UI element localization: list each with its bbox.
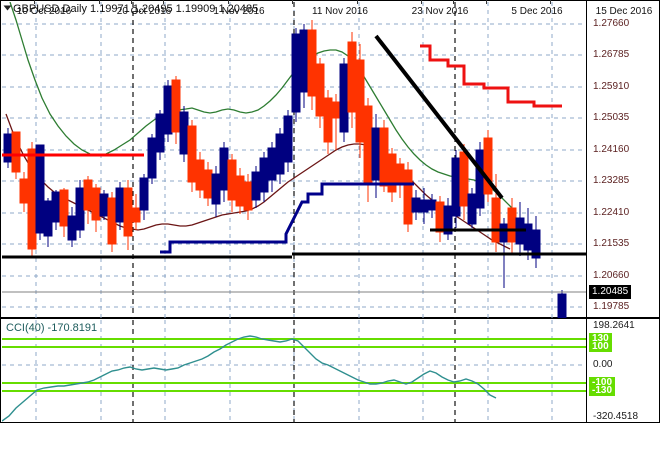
date-label-2: 1 Nov 2016 bbox=[213, 6, 265, 17]
date-tick bbox=[34, 0, 35, 4]
date-label-1: 20 Oct 2016 bbox=[116, 6, 172, 17]
current-price-tag: 1.20485 bbox=[589, 285, 632, 299]
date-tick bbox=[99, 0, 100, 4]
indicator-plot-area[interactable] bbox=[2, 320, 586, 423]
indicator-gridlines bbox=[2, 320, 586, 423]
date-axis: 10 Oct 2016 20 Oct 2016 1 Nov 2016 11 No… bbox=[0, 0, 660, 27]
date-label-5: 5 Dec 2016 bbox=[511, 6, 563, 17]
indicator-date-separators bbox=[132, 320, 456, 423]
symbol-header: GBPUSD,Daily 1.19971 1.20495 1.19909 1.2… bbox=[3, 3, 259, 15]
downtrend-line bbox=[374, 34, 504, 200]
cci-level-badge-100: 100 bbox=[589, 341, 612, 352]
chevron-down-icon[interactable] bbox=[3, 5, 12, 11]
date-tick bbox=[357, 0, 358, 4]
cci-level-badge-130: 130 bbox=[589, 333, 612, 344]
date-tick bbox=[421, 0, 422, 4]
price-panel: 1.27660 1.26785 1.25910 1.25035 1.24160 … bbox=[0, 0, 660, 318]
cci-tick-bottom: -320.4518 bbox=[593, 411, 639, 422]
date-label-0: 10 Oct 2016 bbox=[16, 6, 72, 17]
date-label-6: 15 Dec 2016 bbox=[595, 6, 653, 17]
price-tick-0: 1.27660 bbox=[593, 18, 630, 29]
price-plot-area[interactable] bbox=[2, 2, 586, 318]
price-tick-7: 1.21535 bbox=[593, 238, 630, 249]
date-label-3: 11 Nov 2016 bbox=[312, 6, 368, 17]
date-tick bbox=[486, 0, 487, 4]
symbol-header-text: GBPUSD,Daily 1.19971 1.20495 1.19909 1.2… bbox=[13, 3, 259, 15]
date-tick bbox=[163, 0, 164, 4]
indicator-axis: 198.2641 0.00 -320.4518 130 100 -100 -13… bbox=[586, 319, 660, 422]
support-step-line bbox=[160, 182, 414, 254]
price-axis: 1.27660 1.26785 1.25910 1.25035 1.24160 … bbox=[586, 1, 660, 317]
date-tick bbox=[292, 0, 293, 4]
price-tick-1: 1.26785 bbox=[593, 49, 630, 60]
cci-chart-svg bbox=[2, 320, 586, 423]
candlestick-series bbox=[3, 20, 567, 318]
price-tick-6: 1.22410 bbox=[593, 207, 630, 218]
resistance-step-line bbox=[420, 44, 562, 108]
price-tick-5: 1.23285 bbox=[593, 175, 630, 186]
date-tick bbox=[453, 0, 454, 4]
cci-tick-zero: 0.00 bbox=[593, 359, 613, 370]
price-tick-8: 1.20660 bbox=[593, 270, 630, 281]
date-tick bbox=[228, 0, 229, 4]
indicator-panel: 198.2641 0.00 -320.4518 130 100 -100 -13… bbox=[0, 318, 660, 423]
cci-tick-top: 198.2641 bbox=[593, 320, 635, 331]
date-tick bbox=[131, 0, 132, 4]
date-tick bbox=[550, 0, 551, 4]
cci-level-badge-neg100: -100 bbox=[589, 377, 616, 388]
cci-line bbox=[2, 335, 497, 422]
ma-slow-line bbox=[5, 113, 511, 250]
price-tick-4: 1.24160 bbox=[593, 144, 630, 155]
indicator-title: CCI(40) -170.8191 bbox=[6, 322, 98, 334]
price-chart-svg bbox=[2, 2, 586, 318]
price-tick-2: 1.25910 bbox=[593, 81, 630, 92]
price-tick-3: 1.25035 bbox=[593, 112, 630, 123]
cci-level-badge-neg130: -130 bbox=[589, 385, 616, 396]
price-tick-9: 1.19785 bbox=[593, 301, 630, 312]
date-label-4: 23 Nov 2016 bbox=[411, 6, 469, 17]
